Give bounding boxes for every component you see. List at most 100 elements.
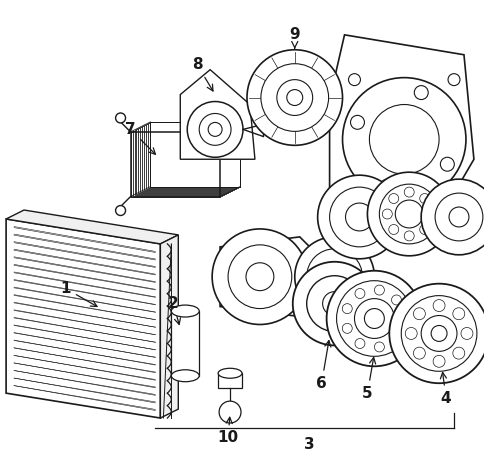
Circle shape [354, 289, 364, 298]
Circle shape [379, 179, 393, 193]
Circle shape [403, 187, 413, 197]
Circle shape [322, 291, 346, 316]
Circle shape [439, 157, 454, 171]
Polygon shape [134, 130, 224, 195]
Circle shape [369, 104, 438, 174]
Polygon shape [136, 129, 226, 193]
Circle shape [430, 326, 446, 341]
Polygon shape [144, 125, 234, 190]
Circle shape [255, 257, 294, 296]
Circle shape [412, 308, 424, 320]
Circle shape [306, 249, 362, 305]
Circle shape [212, 229, 307, 325]
Text: 4: 4 [439, 372, 451, 405]
Polygon shape [142, 126, 231, 191]
Text: 7: 7 [125, 122, 155, 154]
Circle shape [350, 115, 363, 129]
Circle shape [354, 299, 393, 338]
Circle shape [276, 79, 312, 115]
Circle shape [264, 267, 284, 286]
Ellipse shape [218, 368, 242, 378]
Polygon shape [138, 128, 227, 192]
Circle shape [460, 327, 472, 340]
Polygon shape [220, 237, 329, 316]
Circle shape [405, 327, 416, 340]
Polygon shape [180, 69, 255, 159]
Text: 5: 5 [362, 357, 375, 401]
Circle shape [306, 276, 362, 331]
Polygon shape [6, 219, 160, 418]
Text: 6: 6 [316, 340, 330, 391]
Circle shape [452, 347, 464, 359]
Circle shape [329, 187, 389, 247]
Circle shape [354, 339, 364, 349]
Text: 10: 10 [217, 417, 238, 445]
Bar [218, 373, 242, 388]
Polygon shape [329, 35, 473, 229]
Circle shape [292, 262, 376, 345]
Circle shape [348, 74, 360, 86]
Circle shape [413, 86, 427, 99]
Circle shape [363, 309, 383, 328]
Circle shape [367, 172, 450, 256]
Circle shape [419, 193, 429, 203]
Circle shape [394, 200, 422, 228]
Polygon shape [148, 123, 238, 188]
Circle shape [374, 342, 384, 352]
Circle shape [199, 114, 230, 145]
Ellipse shape [171, 305, 199, 317]
Polygon shape [150, 122, 240, 187]
Circle shape [452, 308, 464, 320]
Circle shape [187, 102, 242, 157]
Text: 8: 8 [192, 57, 212, 91]
Circle shape [420, 316, 456, 351]
Circle shape [434, 193, 482, 241]
Circle shape [432, 300, 444, 311]
Polygon shape [130, 132, 220, 197]
Ellipse shape [171, 370, 199, 382]
Circle shape [388, 225, 398, 234]
Circle shape [317, 175, 400, 259]
Circle shape [391, 332, 401, 342]
Circle shape [345, 203, 373, 231]
Circle shape [425, 209, 435, 219]
Circle shape [115, 206, 125, 216]
Circle shape [447, 74, 459, 86]
Circle shape [342, 304, 351, 314]
Circle shape [391, 295, 401, 305]
Polygon shape [6, 210, 178, 244]
Circle shape [378, 184, 438, 244]
Circle shape [374, 285, 384, 295]
Circle shape [115, 113, 125, 123]
Circle shape [326, 271, 421, 366]
Circle shape [388, 193, 398, 203]
Circle shape [294, 237, 374, 316]
Polygon shape [160, 235, 178, 418]
Text: 2: 2 [167, 296, 180, 325]
Text: 9: 9 [289, 27, 300, 48]
Text: 3: 3 [304, 437, 314, 453]
Circle shape [245, 263, 273, 291]
Circle shape [342, 323, 351, 333]
Circle shape [412, 347, 424, 359]
Circle shape [381, 209, 392, 219]
Circle shape [448, 207, 468, 227]
Circle shape [419, 225, 429, 234]
Circle shape [403, 231, 413, 241]
Bar [171, 311, 199, 376]
Polygon shape [132, 131, 222, 196]
Polygon shape [146, 124, 236, 188]
Circle shape [260, 64, 328, 131]
Circle shape [219, 401, 241, 423]
Circle shape [227, 245, 291, 309]
Circle shape [286, 89, 302, 105]
Circle shape [336, 281, 411, 356]
Circle shape [397, 314, 408, 324]
Circle shape [432, 355, 444, 367]
Polygon shape [140, 127, 229, 192]
Text: 1: 1 [60, 281, 97, 306]
Circle shape [246, 50, 342, 145]
Circle shape [342, 78, 465, 201]
Circle shape [389, 284, 484, 383]
Circle shape [208, 123, 222, 136]
